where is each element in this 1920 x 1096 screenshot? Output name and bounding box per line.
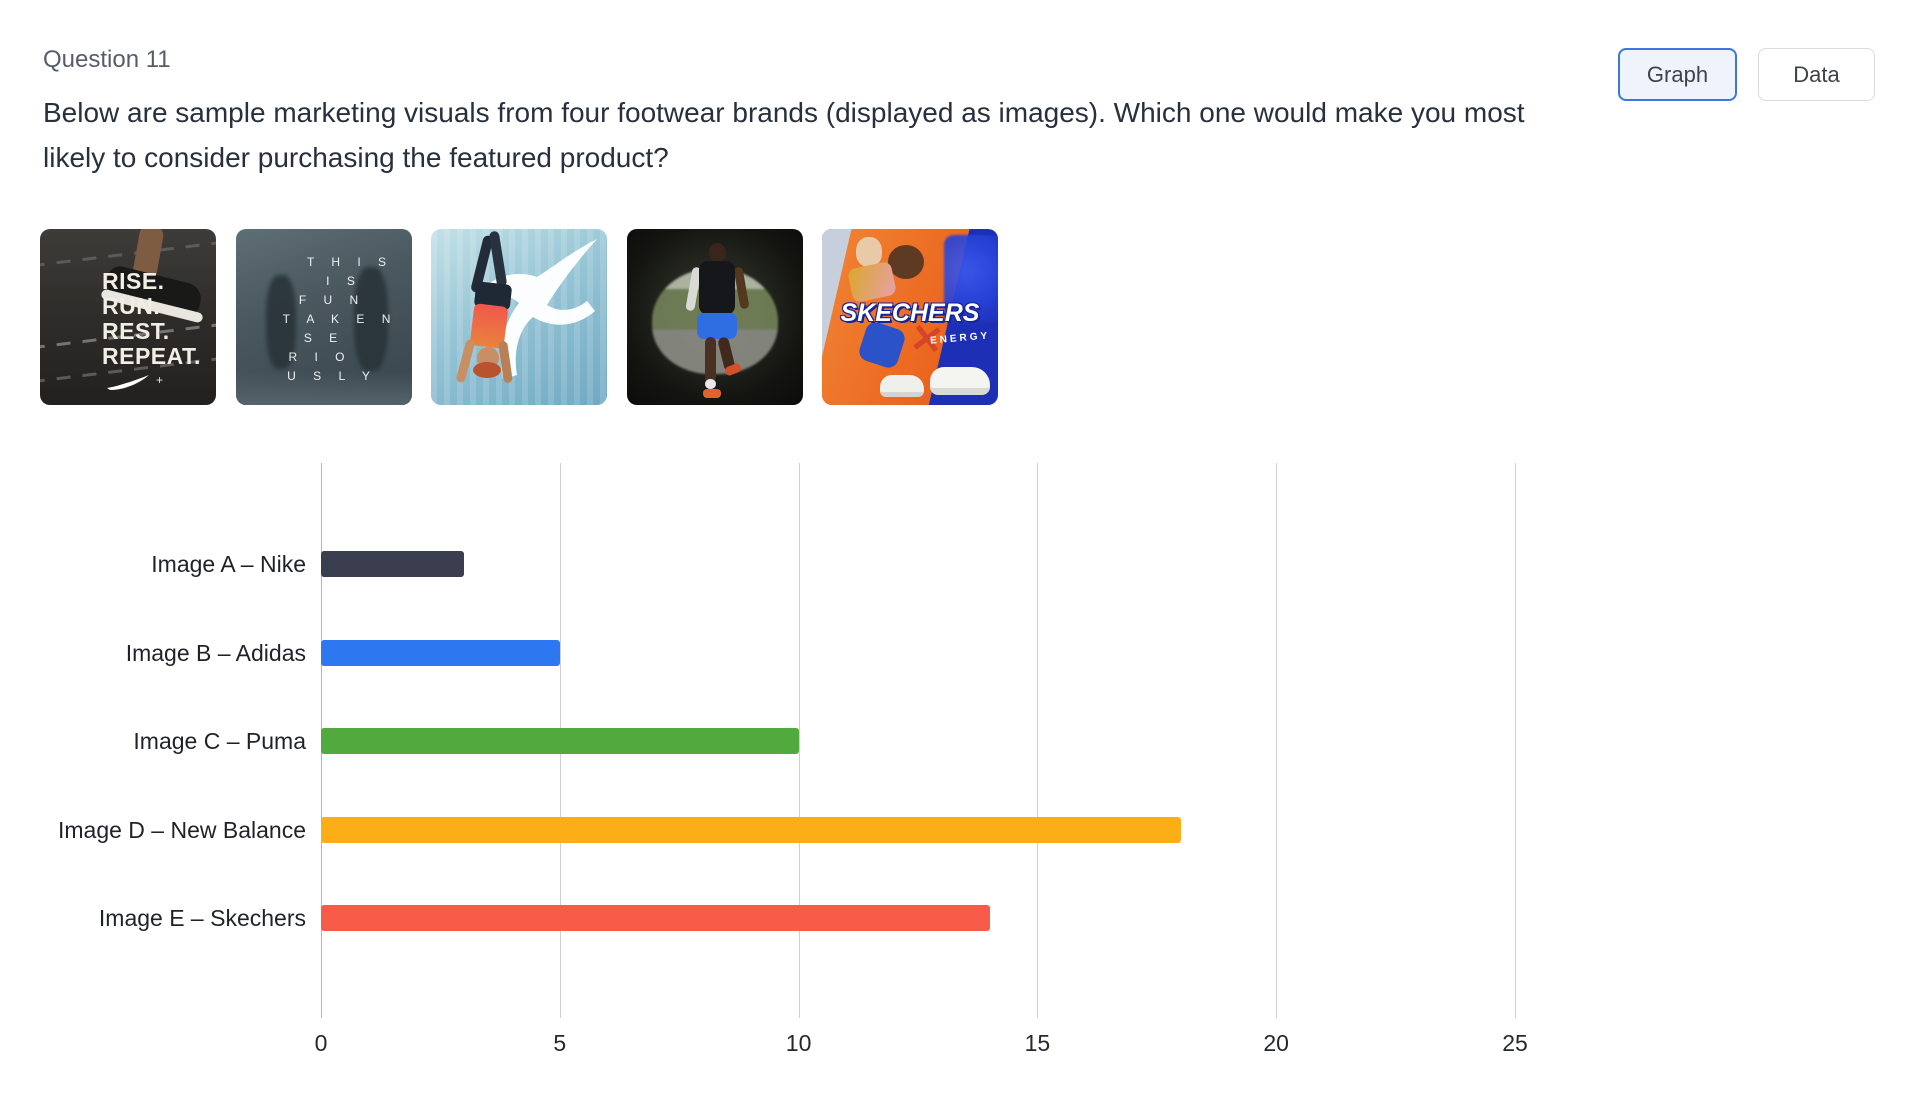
category-label: Image E – Skechers [98, 905, 306, 931]
bar-Image D – New Balance[interactable] [321, 817, 1181, 843]
chart-row: Image B – Adidas [0, 640, 1920, 666]
slogan-line: S E [303, 330, 345, 345]
chart-row: Image A – Nike [0, 551, 1920, 577]
runner-silhouette [266, 275, 296, 369]
category-label: Image C – Puma [133, 728, 306, 754]
bar-Image E – Skechers[interactable] [321, 905, 990, 931]
data-view-button[interactable]: Data [1758, 48, 1875, 101]
gridline [1276, 463, 1278, 1018]
x-axis-tick-label: 25 [1502, 1030, 1528, 1056]
gridline [1037, 463, 1039, 1018]
runner-shoe-shape [703, 389, 721, 398]
chart-row: Image E – Skechers [0, 905, 1920, 931]
chart-plot-area: 0 5 10 15 20 25 [315, 463, 1528, 1056]
thumbnail-image-e-skechers[interactable]: ✕ SKECHERS ENERGY [822, 229, 998, 405]
slogan-line: U S L Y [287, 368, 377, 383]
slogan-line: F U N [298, 292, 366, 307]
question-text: Below are sample marketing visuals from … [43, 97, 1525, 173]
thumbnail-image-d-new-balance[interactable] [627, 229, 803, 405]
model-hand-shape [856, 237, 882, 267]
track-lane-line [40, 237, 216, 268]
gymnast-hair-shape [473, 362, 501, 378]
slogan-line: I S [326, 273, 362, 288]
slogan-line: REST. [102, 318, 170, 344]
white-sneaker-shape [930, 367, 990, 395]
slogan-line: R I O [288, 349, 352, 364]
slogan-line: RISE. [102, 268, 165, 294]
chart-row: Image C – Puma [0, 728, 1920, 754]
category-label: Image B – Adidas [125, 640, 306, 666]
white-sneaker-shape [880, 375, 924, 397]
runner-head-shape [709, 243, 726, 262]
chart-row: Image D – New Balance [0, 817, 1920, 843]
results-bar-chart: 0 5 10 15 20 25 Image A – Nike Image B – Adida… [0, 463, 1920, 1096]
bar-Image B – Adidas[interactable] [321, 640, 560, 666]
x-axis-tick-label: 15 [1024, 1030, 1051, 1056]
runner-leg-shape [705, 337, 716, 383]
thumbnail-image-a-nike[interactable]: RISE. RUN. REST. REPEAT. + [40, 229, 216, 405]
nike-slogan-text: RISE. RUN. REST. REPEAT. [102, 269, 201, 369]
slogan-line: RUN. [102, 293, 161, 319]
duotone-portrait-shape [944, 235, 998, 323]
nike-swoosh-icon [107, 375, 149, 390]
gridline [1515, 463, 1516, 1018]
view-toggle: Graph Data [1618, 48, 1875, 101]
runner-shorts-shape [697, 313, 737, 339]
adidas-slogan-text: T H I S I S F U N T A K E N S E R I O U … [236, 229, 412, 405]
x-axis-tick-label: 10 [785, 1030, 812, 1056]
gridline [798, 463, 800, 1018]
pavement-shape [236, 371, 412, 405]
question-number-label: Question 11 [43, 46, 171, 73]
runner-sock-shape [705, 379, 716, 389]
slogan-line: REPEAT. [102, 343, 201, 369]
runner-silhouette [354, 267, 388, 371]
category-label: Image A – Nike [151, 551, 306, 577]
runner-tank-top-shape [699, 261, 735, 315]
x-axis-tick-label: 20 [1263, 1030, 1289, 1056]
thumbnail-image-c-puma[interactable] [431, 229, 607, 405]
thumbnail-image-b-adidas[interactable]: T H I S I S F U N T A K E N S E R I O U … [236, 229, 412, 405]
skechers-logo-text: SKECHERS [840, 299, 980, 327]
nike-plus-icon: + [156, 373, 164, 387]
x-axis-tick-label: 0 [314, 1030, 328, 1056]
slogan-line: T A K E N [282, 311, 398, 326]
slogan-line: T H I S [306, 254, 394, 269]
bar-Image A – Nike[interactable] [321, 551, 465, 577]
bar-Image C – Puma[interactable] [321, 728, 799, 754]
category-label: Image D – New Balance [57, 817, 306, 843]
x-axis-tick-label: 5 [553, 1030, 567, 1056]
graph-view-button[interactable]: Graph [1618, 48, 1737, 101]
model-hair-shape [888, 245, 924, 279]
